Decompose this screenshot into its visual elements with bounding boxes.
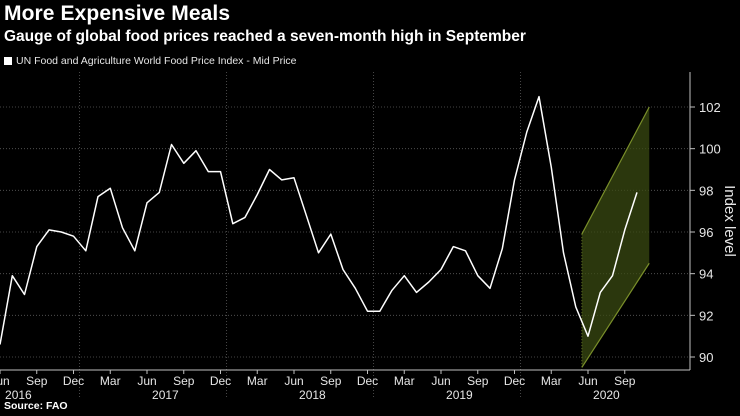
legend: UN Food and Agriculture World Food Price… <box>4 55 297 67</box>
x-tick-label-year: 2017 <box>152 388 179 402</box>
x-tick-label-month: Sep <box>26 374 48 388</box>
x-tick-label-year: 2020 <box>593 388 620 402</box>
y-tick-label: 92 <box>699 308 713 323</box>
x-tick-label-month: Mar <box>100 374 121 388</box>
legend-label: UN Food and Agriculture World Food Price… <box>16 55 297 67</box>
x-tick-label-year: 2016 <box>5 388 32 402</box>
x-tick-label-month: Sep <box>467 374 489 388</box>
source-note: Source: FAO <box>4 400 68 412</box>
x-tick-label-month: Sep <box>320 374 342 388</box>
x-tick-label-year: 2019 <box>446 388 473 402</box>
trend-channel-fill <box>581 107 650 368</box>
y-tick-label: 102 <box>699 100 721 115</box>
x-tick-label-year: 2018 <box>299 388 326 402</box>
x-tick-label-month: Sep <box>173 374 195 388</box>
axes: 90 92 94 96 98 100 102 Index level Jun Sep Dec Mar J… <box>0 72 738 402</box>
trend-channel-lower <box>581 262 650 368</box>
y-axis-title: Index level <box>721 185 738 257</box>
x-tick-label-month: Sep <box>614 374 636 388</box>
x-tick-label-month: Jun <box>137 374 156 388</box>
y-tick-label: 96 <box>699 225 713 240</box>
legend-swatch <box>4 57 12 65</box>
x-tick-label-month: Jun <box>431 374 450 388</box>
y-tick-label: 94 <box>699 267 713 282</box>
chart-title: More Expensive Meals <box>4 2 231 25</box>
y-tick-label: 90 <box>699 350 713 365</box>
trend-channel-upper <box>581 106 650 235</box>
x-tick-label-month: Mar <box>247 374 268 388</box>
x-tick-label-month: Jun <box>284 374 303 388</box>
y-tick-label: 100 <box>699 142 721 157</box>
y-tick-label: 98 <box>699 183 713 198</box>
x-tick-label-month: Mar <box>541 374 562 388</box>
x-tick-label-month: Dec <box>504 374 525 388</box>
trend-channel <box>581 106 650 370</box>
chart-subtitle: Gauge of global food prices reached a se… <box>4 28 526 45</box>
gridlines <box>0 72 690 398</box>
x-tick-label-month: Dec <box>357 374 378 388</box>
x-tick-label-month: Jun <box>578 374 597 388</box>
x-tick-label-month: Mar <box>394 374 415 388</box>
price-index-series <box>0 95 638 345</box>
x-tick-label-month: Dec <box>63 374 84 388</box>
series-line <box>0 95 638 345</box>
x-tick-label-month: Dec <box>210 374 231 388</box>
x-tick-label-month: Jun <box>0 374 10 388</box>
